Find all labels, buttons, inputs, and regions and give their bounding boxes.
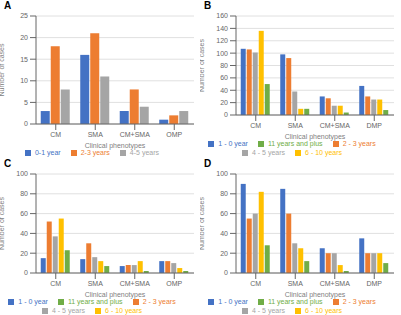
svg-text:0: 0 xyxy=(224,269,228,276)
html-text:11 years and plus: 11 years and plus xyxy=(267,140,323,147)
svg-text:140: 140 xyxy=(216,25,228,32)
svg-text:40: 40 xyxy=(20,229,28,236)
svg-text:25: 25 xyxy=(20,12,28,19)
svg-text:40: 40 xyxy=(220,87,228,94)
svg-text:160: 160 xyxy=(216,12,228,19)
html-text:2 - 3 years: 2 - 3 years xyxy=(342,297,376,305)
svg-text:SMA: SMA xyxy=(88,131,104,138)
svg-text:SMA: SMA xyxy=(288,279,304,286)
svg-text:CM: CM xyxy=(50,279,61,286)
svg-text:DMP: DMP xyxy=(366,122,382,129)
svg-text:CM+SMA: CM+SMA xyxy=(120,131,150,138)
html-text:4 - 5 years: 4 - 5 years xyxy=(252,306,285,314)
html-text:A: A xyxy=(4,0,12,11)
html-text:11 years and plus: 11 years and plus xyxy=(267,297,323,305)
html-text:4-5 years: 4-5 years xyxy=(129,149,159,156)
html-text:1 - 0 year: 1 - 0 year xyxy=(18,297,48,305)
svg-text:60: 60 xyxy=(220,74,228,81)
svg-text:60: 60 xyxy=(20,210,28,217)
svg-text:DMP: DMP xyxy=(366,279,382,286)
svg-text:100: 100 xyxy=(216,170,228,177)
svg-text:80: 80 xyxy=(220,62,228,69)
html-text:2 - 3 years: 2 - 3 years xyxy=(142,297,176,305)
svg-text:20: 20 xyxy=(220,99,228,106)
svg-text:15: 15 xyxy=(20,56,28,63)
html-text:B: B xyxy=(204,0,212,11)
svg-text:CM: CM xyxy=(250,122,261,129)
svg-text:OMP: OMP xyxy=(166,279,182,286)
svg-text:5: 5 xyxy=(24,99,28,106)
svg-text:Clinical phenotypes: Clinical phenotypes xyxy=(85,291,146,299)
svg-text:0: 0 xyxy=(24,269,28,276)
svg-text:CM+SMA: CM+SMA xyxy=(320,279,350,286)
svg-text:60: 60 xyxy=(220,210,228,217)
svg-text:0: 0 xyxy=(24,120,28,127)
svg-text:100: 100 xyxy=(216,50,228,57)
svg-text:20: 20 xyxy=(220,249,228,256)
svg-text:Clinical phenotypes: Clinical phenotypes xyxy=(285,133,346,141)
svg-text:80: 80 xyxy=(220,190,228,197)
html-text:6 - 10 years: 6 - 10 years xyxy=(305,306,342,314)
svg-text:SMA: SMA xyxy=(288,122,304,129)
svg-text:20: 20 xyxy=(20,249,28,256)
html-text:2-3 years: 2-3 years xyxy=(80,149,110,156)
html-text:4 - 5 years: 4 - 5 years xyxy=(252,149,285,156)
svg-text:10: 10 xyxy=(20,77,28,84)
html-text:0-1 year: 0-1 year xyxy=(35,149,61,156)
html-text:11 years and plus: 11 years and plus xyxy=(67,297,123,305)
svg-text:Clinical phenotypes: Clinical phenotypes xyxy=(85,142,146,150)
svg-text:20: 20 xyxy=(20,34,28,41)
html-text:C: C xyxy=(4,157,12,169)
svg-text:CM: CM xyxy=(250,279,261,286)
html-text:1 - 0 year: 1 - 0 year xyxy=(218,297,248,305)
svg-text:Clinical phenotypes: Clinical phenotypes xyxy=(285,291,346,299)
html-text:2 - 3 years: 2 - 3 years xyxy=(342,140,376,147)
svg-text:CM+SMA: CM+SMA xyxy=(320,122,350,129)
html-text:1 - 0 year: 1 - 0 year xyxy=(218,140,248,147)
svg-text:100: 100 xyxy=(16,170,28,177)
html-text:6 - 10 years: 6 - 10 years xyxy=(305,149,342,156)
svg-text:40: 40 xyxy=(220,229,228,236)
html-text:4 - 5 years: 4 - 5 years xyxy=(52,306,85,314)
svg-text:Number of cases: Number of cases xyxy=(200,196,205,249)
html-text:D: D xyxy=(204,157,212,169)
html-text:6 - 10 years: 6 - 10 years xyxy=(105,306,142,314)
svg-text:0: 0 xyxy=(224,111,228,118)
svg-text:CM: CM xyxy=(50,131,61,138)
svg-text:Number of cases: Number of cases xyxy=(200,39,205,92)
svg-text:120: 120 xyxy=(216,37,228,44)
svg-text:SMA: SMA xyxy=(88,279,104,286)
svg-text:OMP: OMP xyxy=(166,131,182,138)
svg-text:80: 80 xyxy=(20,190,28,197)
svg-text:CM+SMA: CM+SMA xyxy=(120,279,150,286)
